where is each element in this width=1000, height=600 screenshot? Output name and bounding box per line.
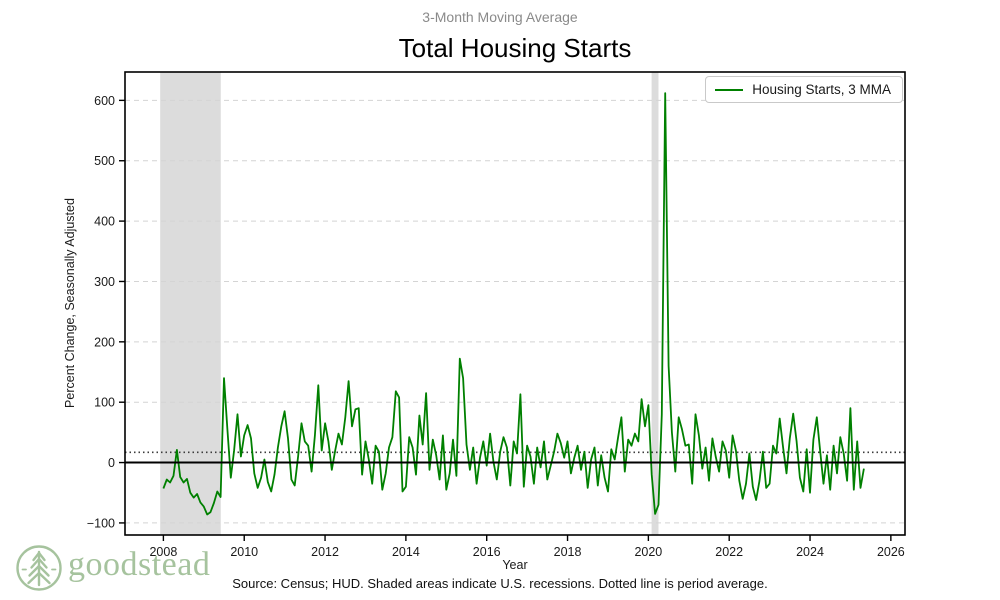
y-axis-label: Percent Change, Seasonally Adjusted [63,198,77,408]
svg-text:2020: 2020 [634,545,662,559]
chart-title: Total Housing Starts [398,33,632,63]
logo-text: goodstead [68,546,211,583]
tree-icon [16,545,62,591]
svg-text:2008: 2008 [149,545,177,559]
svg-text:2026: 2026 [877,545,905,559]
svg-text:2022: 2022 [715,545,743,559]
svg-text:0: 0 [108,456,115,470]
legend-line-swatch [715,88,744,91]
svg-text:400: 400 [94,215,115,229]
x-axis-label: Year [502,558,528,572]
legend: Housing Starts, 3 MMA [705,76,903,103]
legend-label: Housing Starts, 3 MMA [752,82,891,97]
svg-text:500: 500 [94,154,115,168]
svg-text:2014: 2014 [392,545,420,559]
svg-text:200: 200 [94,335,115,349]
svg-text:600: 600 [94,94,115,108]
svg-text:2024: 2024 [796,545,824,559]
source-note: Source: Census; HUD. Shaded areas indica… [232,576,768,591]
svg-text:2012: 2012 [311,545,339,559]
svg-text:100: 100 [94,396,115,410]
svg-text:2010: 2010 [230,545,258,559]
svg-text:300: 300 [94,275,115,289]
chart-subtitle: 3-Month Moving Average [422,9,578,25]
svg-text:2018: 2018 [554,545,582,559]
logo: goodstead [14,542,210,594]
svg-text:2016: 2016 [473,545,501,559]
svg-text:−100: −100 [87,516,115,530]
